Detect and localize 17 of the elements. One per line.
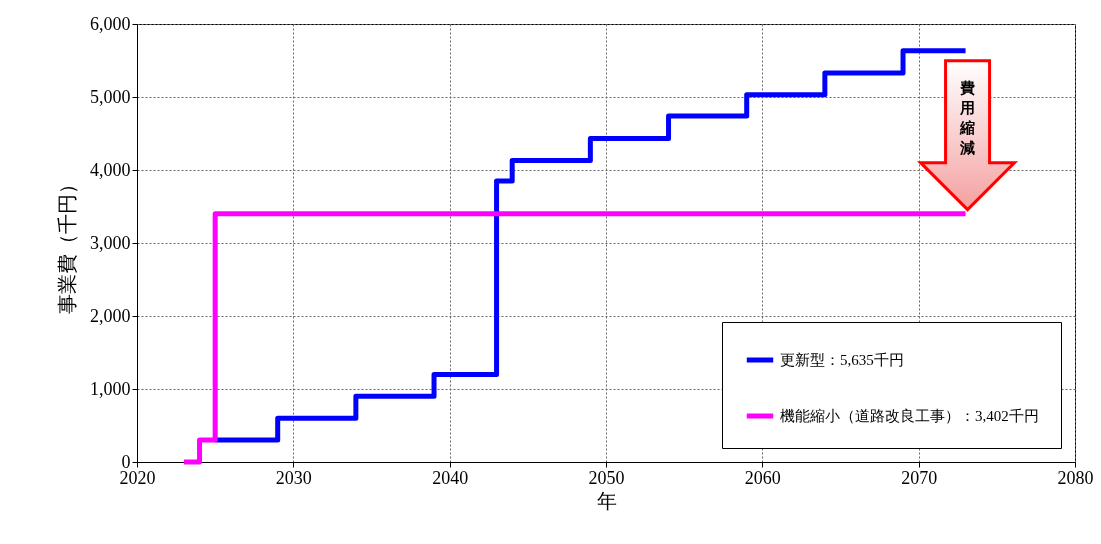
legend-label: 機能縮小（道路改良工事）：3,402千円 bbox=[780, 408, 1039, 424]
x-tick-label: 2050 bbox=[588, 467, 625, 488]
x-tick-label: 2070 bbox=[901, 467, 938, 488]
x-tick-label: 2080 bbox=[1057, 467, 1094, 488]
y-tick-label: 4,000 bbox=[90, 159, 131, 180]
x-tick-label: 2030 bbox=[275, 467, 312, 488]
y-tick-label: 1,000 bbox=[90, 378, 131, 399]
annotation: 費用縮減 bbox=[959, 79, 976, 156]
y-tick-label: 6,000 bbox=[90, 13, 131, 34]
x-axis-title: 年 bbox=[596, 489, 617, 512]
y-axis-title: 事業費（千円） bbox=[56, 173, 78, 314]
x-tick-label: 2040 bbox=[432, 467, 469, 488]
x-tick-label: 2060 bbox=[744, 467, 781, 488]
legend-label: 更新型：5,635千円 bbox=[780, 352, 904, 368]
y-tick-label: 3,000 bbox=[90, 232, 131, 253]
y-tick-label: 5,000 bbox=[90, 86, 131, 107]
y-tick-label: 2,000 bbox=[90, 305, 131, 326]
